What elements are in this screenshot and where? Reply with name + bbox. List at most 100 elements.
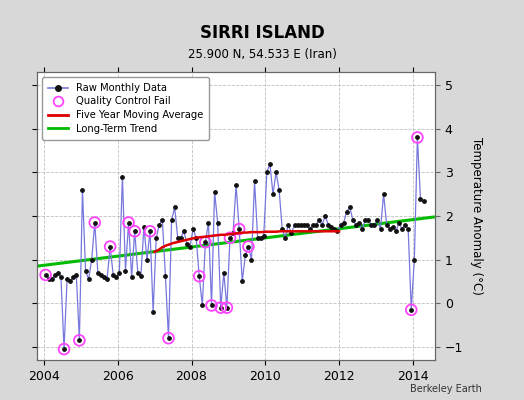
Point [146,228,154,234]
Point [395,219,403,226]
Point [57,274,65,280]
Point [72,272,81,278]
Point [300,222,308,228]
Point [355,219,363,226]
Point [109,272,117,278]
Point [410,256,419,263]
Point [189,226,198,232]
Point [269,191,277,197]
Point [305,226,314,232]
Point [186,243,194,250]
Point [235,226,243,232]
Point [81,267,90,274]
Point [226,235,234,241]
Point [195,273,203,280]
Point [352,222,360,228]
Point [124,219,133,226]
Point [392,228,400,234]
Point [244,243,253,250]
Point [165,335,173,341]
Point [223,304,231,311]
Point [51,272,59,278]
Point [370,222,378,228]
Point [195,273,203,280]
Point [287,230,296,237]
Point [229,230,237,237]
Y-axis label: Temperature Anomaly (°C): Temperature Anomaly (°C) [470,137,483,295]
Point [130,228,139,234]
Point [250,178,259,184]
Point [106,243,114,250]
Point [208,302,216,309]
Point [100,274,108,280]
Point [272,169,280,176]
Point [327,224,335,230]
Point [66,278,74,285]
Point [376,226,385,232]
Point [170,204,179,210]
Point [315,217,323,224]
Point [204,219,213,226]
Point [48,276,56,282]
Point [263,169,271,176]
Point [404,226,412,232]
Point [364,217,373,224]
Point [91,219,99,226]
Point [266,160,274,167]
Point [297,222,305,228]
Point [324,222,332,228]
Point [41,272,50,278]
Point [281,235,289,241]
Point [118,174,127,180]
Point [63,276,71,282]
Point [259,232,268,239]
Point [53,270,62,276]
Point [97,272,105,278]
Point [238,278,246,285]
Point [275,187,283,193]
Point [78,187,86,193]
Point [386,226,394,232]
Point [333,228,342,234]
Point [367,222,376,228]
Point [137,273,145,280]
Point [121,267,129,274]
Point [94,270,102,276]
Point [155,222,163,228]
Point [254,235,262,241]
Text: SIRRI ISLAND: SIRRI ISLAND [200,24,324,42]
Point [413,134,422,141]
Point [143,256,151,263]
Point [173,235,182,241]
Point [343,208,351,215]
Point [284,222,292,228]
Point [389,224,397,230]
Point [158,217,167,224]
Point [88,256,96,263]
Point [106,243,114,250]
Point [115,270,124,276]
Point [213,219,222,226]
Point [293,222,302,228]
Point [226,235,234,241]
Point [247,256,256,263]
Point [134,270,142,276]
Point [340,219,348,226]
Point [69,274,78,280]
Point [278,226,287,232]
Point [336,222,345,228]
Point [198,302,206,309]
Point [180,228,188,234]
Point [75,337,83,344]
Text: 25.900 N, 54.533 E (Iran): 25.900 N, 54.533 E (Iran) [188,48,336,61]
Point [257,235,265,241]
Point [346,204,354,210]
Point [161,273,170,280]
Point [112,274,121,280]
Point [398,226,406,232]
Point [45,276,53,282]
Point [407,307,416,313]
Point [167,217,176,224]
Point [416,195,424,202]
Point [358,226,366,232]
